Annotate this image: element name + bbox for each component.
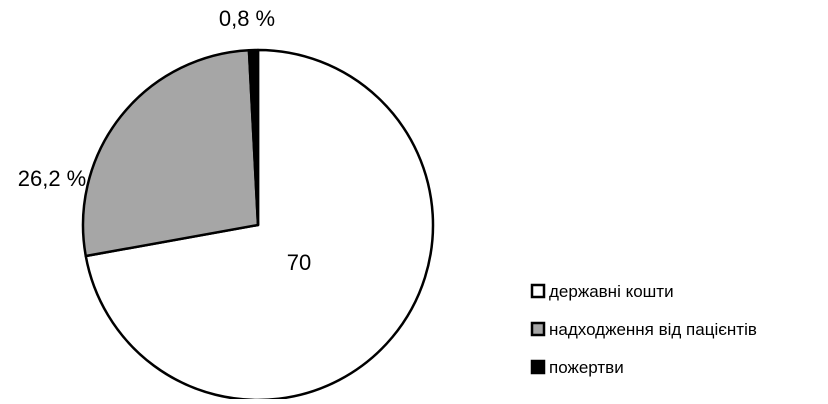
data-labels: 70 26,2 % 0,8 % — [18, 6, 311, 275]
legend-item-2: надходження від пацієнтів — [530, 320, 757, 339]
pie-slice-3 — [247, 48, 260, 227]
legend-swatch-1 — [530, 283, 546, 299]
pie-slice-2 — [81, 48, 260, 258]
legend: державні кошти надходження від пацієнтів п… — [530, 282, 757, 377]
legend-label-1: державні кошти — [549, 282, 674, 301]
legend-swatch-3 — [530, 359, 546, 375]
legend-swatch-2 — [530, 321, 546, 337]
legend-label-2: надходження від пацієнтів — [549, 320, 757, 339]
legend-item-1: державні кошти — [530, 282, 674, 301]
legend-item-3: пожертви — [530, 358, 624, 377]
data-label-2: 26,2 % — [18, 166, 87, 191]
data-label-1: 70 — [287, 250, 311, 275]
pie-slices — [81, 48, 435, 402]
data-label-3: 0,8 % — [219, 6, 275, 31]
legend-label-3: пожертви — [549, 358, 624, 377]
pie-slice-1 — [84, 48, 435, 402]
